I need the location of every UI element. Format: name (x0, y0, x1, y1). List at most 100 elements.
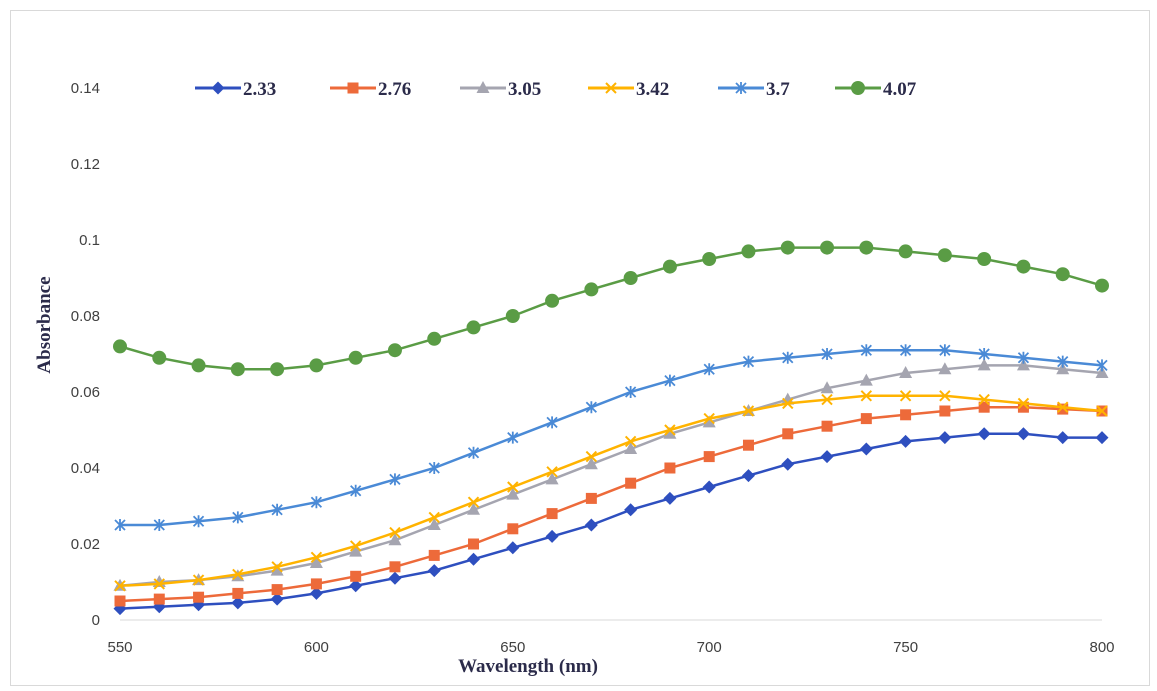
data-point-2-33-790 (1056, 431, 1070, 445)
data-point-3-42-700 (703, 412, 715, 425)
y-tick-label-0-1: 0.1 (79, 232, 100, 249)
legend-marker-2-76 (347, 82, 359, 94)
series-line-2-76 (119, 405, 1103, 603)
data-point-4-07-670 (584, 282, 599, 297)
data-point-3-05-690 (663, 426, 677, 439)
data-point-2-76-750 (900, 409, 912, 421)
data-point-2-33-680 (624, 503, 638, 517)
series-3-7 (114, 344, 1108, 531)
data-point-2-76-590 (271, 584, 283, 596)
data-point-2-76-760 (939, 405, 951, 417)
data-point-3-7-770 (978, 348, 990, 360)
legend-item-3-05: 3.05 (460, 79, 541, 100)
data-point-3-05-680 (624, 442, 638, 454)
data-point-2-33-770 (977, 427, 991, 441)
data-point-3-7-590 (271, 503, 283, 516)
data-point-3-05-660 (545, 472, 559, 485)
data-point-4-07-750 (898, 244, 913, 259)
legend-label-3-7: 3.7 (766, 79, 790, 100)
series-line-2-33 (119, 432, 1102, 610)
data-point-4-07-720 (780, 240, 795, 255)
legend-item-3-42: 3.42 (588, 79, 669, 100)
data-point-2-76-770 (978, 401, 990, 413)
legend-marker-3-7 (735, 82, 747, 94)
data-point-3-42-780 (1017, 397, 1030, 410)
data-point-4-07-660 (545, 293, 560, 308)
series-layer (113, 240, 1109, 616)
data-point-3-42-680 (624, 435, 637, 448)
data-point-3-7-630 (428, 462, 440, 474)
data-point-3-05-770 (977, 358, 991, 371)
data-point-2-76-550 (114, 595, 126, 607)
data-point-3-42-620 (389, 526, 401, 539)
x-tick-labels: 550 600 650 700 750 800 (107, 639, 1114, 656)
data-point-3-05-640 (467, 502, 481, 515)
data-point-3-7-620 (389, 473, 401, 486)
data-point-2-33-750 (899, 434, 913, 448)
data-point-3-05-800 (1095, 366, 1109, 378)
data-point-3-7-720 (782, 351, 794, 364)
data-point-2-76-670 (585, 492, 597, 504)
data-point-3-7-690 (664, 374, 676, 387)
data-point-3-7-550 (114, 519, 126, 531)
legend-label-2-76: 2.76 (378, 79, 411, 100)
data-point-2-76-660 (546, 508, 558, 520)
legend-label-3-05: 3.05 (508, 79, 541, 100)
data-point-3-7-800 (1096, 359, 1108, 372)
y-tick-label-0-08: 0.08 (71, 308, 100, 325)
data-point-4-07-580 (230, 362, 245, 377)
data-point-3-05-730 (820, 381, 834, 394)
data-point-3-7-640 (467, 446, 480, 459)
legend-item-2-33: 2.33 (195, 79, 276, 100)
y-tick-label-0-06: 0.06 (71, 384, 100, 401)
data-point-3-42-730 (821, 393, 833, 406)
y-tick-label-0-02: 0.02 (71, 536, 100, 553)
series-line-3-7 (120, 348, 1103, 527)
data-point-4-07-780 (1016, 259, 1031, 274)
data-point-2-76-570 (193, 591, 205, 603)
data-point-3-42-790 (1057, 401, 1069, 413)
data-point-3-42-670 (585, 450, 598, 463)
data-point-2-76-790 (1057, 403, 1069, 415)
data-point-2-33-660 (545, 529, 559, 543)
data-point-4-07-790 (1055, 267, 1070, 282)
data-point-3-05-740 (859, 373, 873, 386)
data-point-3-05-600 (309, 556, 323, 568)
data-point-3-42-760 (939, 390, 951, 402)
data-point-2-33-620 (388, 571, 402, 585)
legend-item-2-76: 2.76 (330, 79, 411, 100)
data-point-4-07-590 (270, 362, 285, 377)
data-point-2-33-580 (231, 596, 245, 610)
data-point-3-05-610 (349, 544, 363, 557)
data-point-2-76-690 (664, 462, 676, 474)
x-tick-label-600: 600 (304, 639, 329, 656)
data-point-3-7-780 (1017, 351, 1030, 364)
data-point-3-7-650 (507, 431, 519, 444)
data-point-4-07-740 (859, 240, 874, 255)
y-tick-label-0: 0 (92, 612, 100, 629)
data-point-3-42-590 (271, 561, 283, 573)
data-point-2-76-630 (428, 549, 440, 561)
data-point-3-42-770 (978, 393, 990, 406)
data-point-2-76-620 (389, 561, 401, 573)
legend-marker-3-42 (605, 82, 617, 94)
series-3-05 (113, 358, 1109, 591)
legend-label-3-42: 3.42 (636, 79, 669, 100)
data-point-2-76-680 (625, 477, 637, 489)
series-line-3-42 (119, 394, 1103, 588)
series-3-42 (114, 390, 1108, 592)
data-point-2-33-630 (427, 564, 441, 578)
data-point-2-76-710 (742, 439, 754, 451)
data-point-3-42-600 (310, 551, 323, 564)
data-point-3-42-710 (742, 405, 755, 417)
data-point-3-42-570 (192, 574, 205, 586)
x-tick-label-750: 750 (893, 639, 918, 656)
data-point-3-42-720 (782, 397, 794, 410)
x-tick-label-650: 650 (500, 639, 525, 656)
legend-label-2-33: 2.33 (243, 79, 276, 100)
data-point-2-33-610 (349, 579, 363, 593)
data-point-4-07-730 (820, 240, 835, 255)
data-point-3-42-750 (899, 390, 912, 402)
data-point-2-76-600 (310, 578, 322, 590)
legend: 2.33 2.76 3.05 3.42 3.7 4.07 (195, 79, 917, 100)
